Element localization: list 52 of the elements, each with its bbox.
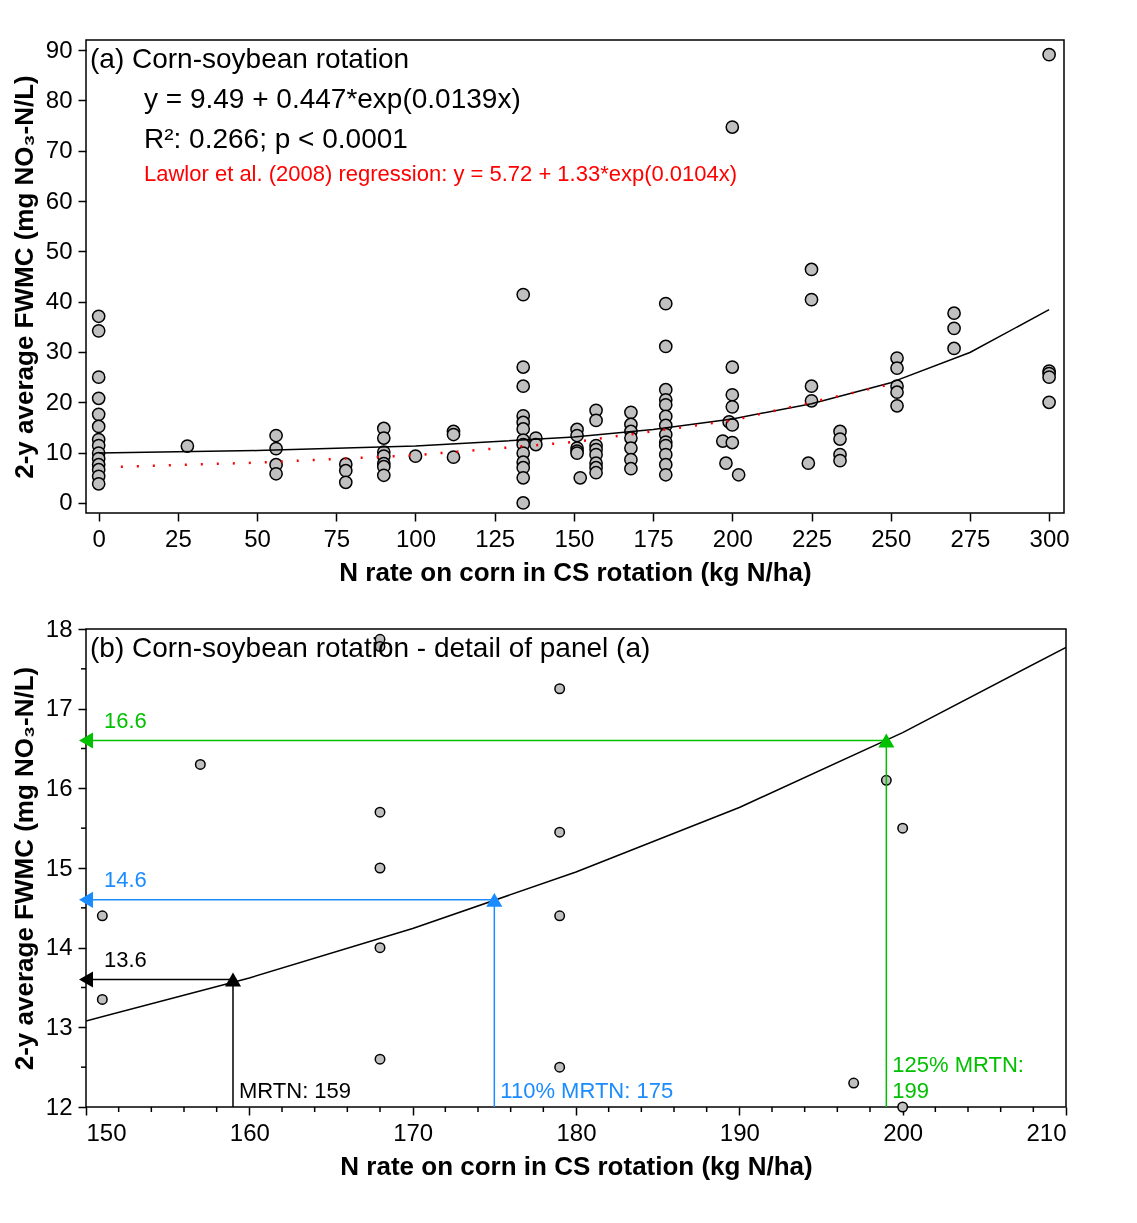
x-tick-label: 170 [393, 1118, 434, 1146]
y-tick-label: 60 [45, 186, 73, 214]
x-tick-label: 210 [1026, 1118, 1067, 1146]
annotation: 16.6 [104, 707, 147, 733]
annotation: y = 9.49 + 0.447*exp(0.0139x) [144, 83, 521, 114]
y-axis-title: 2-y average FWMC (mg NO₃-N/L) [8, 666, 39, 1071]
x-tick-label: 200 [712, 524, 753, 552]
annotation: MRTN: 159 [239, 1078, 352, 1103]
x-tick-label: 100 [395, 524, 437, 552]
x-tick-label: 150 [86, 1118, 127, 1146]
x-tick-label: 300 [1029, 524, 1070, 552]
y-tick-label: 40 [45, 287, 73, 315]
y-tick-label: 0 [59, 488, 73, 516]
annotation: 110% MRTN: 175 [500, 1078, 674, 1103]
x-tick-label: 25 [165, 524, 192, 552]
y-tick-label: 90 [45, 35, 73, 63]
y-tick-label: 15 [45, 853, 73, 881]
x-tick-label: 160 [229, 1118, 270, 1146]
x-tick-label: 225 [791, 524, 833, 552]
y-tick-label: 20 [45, 387, 73, 415]
y-tick-label: 18 [45, 614, 73, 642]
y-axis-title: 2-y average FWMC (mg NO₃-N/L) [8, 75, 39, 479]
annotation: 125% MRTN: 199 [892, 1052, 1024, 1103]
x-tick-label: 150 [554, 524, 595, 552]
x-tick-label: 75 [323, 524, 351, 552]
annotation: 13.6 [104, 946, 147, 972]
x-tick-label: 125 [475, 524, 516, 552]
y-tick-label: 13 [45, 1012, 73, 1040]
y-tick-label: 14 [45, 933, 73, 961]
y-tick-label: 70 [45, 136, 73, 164]
y-tick-label: 50 [45, 236, 73, 264]
x-tick-label: 175 [633, 524, 674, 552]
y-tick-label: 10 [45, 438, 73, 466]
y-tick-label: 16 [45, 773, 73, 801]
chart-title: (a) Corn-soybean rotation [90, 43, 410, 74]
y-tick-label: 17 [45, 694, 73, 722]
x-tick-label: 0 [92, 524, 106, 552]
annotation: Lawlor et al. (2008) regression: y = 5.72 + 1.33*exp(0.0104x) [144, 161, 738, 186]
y-tick-label: 12 [45, 1092, 73, 1120]
x-tick-label: 180 [556, 1118, 597, 1146]
x-tick-label: 200 [883, 1118, 924, 1146]
y-tick-label: 80 [45, 85, 73, 113]
x-tick-label: 50 [244, 524, 271, 552]
annotation: R²: 0.266; p < 0.0001 [144, 123, 408, 154]
x-tick-label: 275 [950, 524, 991, 552]
annotation: 14.6 [104, 866, 147, 892]
x-tick-label: 250 [871, 524, 912, 552]
x-axis-title: N rate on corn in CS rotation (kg N/ha) [339, 556, 812, 587]
chart-title: (b) Corn-soybean rotation - detail of panel (a) [90, 632, 651, 663]
x-tick-label: 190 [719, 1118, 760, 1146]
x-axis-title: N rate on corn in CS rotation (kg N/ha) [340, 1150, 813, 1181]
y-tick-label: 30 [45, 337, 73, 365]
